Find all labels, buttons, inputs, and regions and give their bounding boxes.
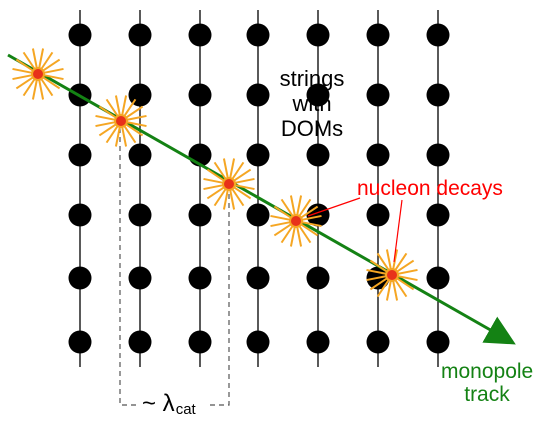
lambda-bracket-line: [119, 128, 230, 406]
dom-icon: [246, 83, 270, 107]
monopole-track-line: [7, 53, 516, 345]
strings-with-doms-label: strings with DOMs: [272, 66, 352, 141]
decay-pointer-line: [307, 197, 361, 217]
dom-icon: [306, 266, 330, 290]
decay-marker: [12, 48, 64, 100]
dom-icon: [246, 203, 270, 227]
decay-core: [31, 67, 45, 81]
track-label-line-1: monopole: [441, 360, 534, 383]
dom-icon: [68, 330, 92, 354]
dom-icon: [426, 266, 450, 290]
decay-core: [222, 177, 236, 191]
dom-icon: [246, 266, 270, 290]
decay-marker: [270, 195, 322, 247]
monopole-track: [7, 53, 516, 345]
lambda-symbol: ~ λ: [142, 390, 175, 417]
lambda-bracket: [119, 128, 230, 406]
decay-core: [114, 114, 128, 128]
dom-icon: [188, 83, 212, 107]
dom-icon: [188, 266, 212, 290]
dom-icon: [306, 23, 330, 47]
dom-icon: [426, 143, 450, 167]
decay-marker: [95, 95, 147, 147]
decay-marker: [366, 249, 418, 301]
dom-icon: [366, 83, 390, 107]
dom-icon: [246, 23, 270, 47]
dom-icon: [188, 23, 212, 47]
dom-icon: [68, 23, 92, 47]
dom-icon: [68, 143, 92, 167]
nucleon-decays-label: nucleon decays: [357, 177, 503, 200]
dom-icon: [128, 266, 152, 290]
dom-icon: [306, 83, 330, 107]
decay-pointers: [307, 197, 403, 263]
dom-icon: [128, 23, 152, 47]
dom-icon: [68, 266, 92, 290]
dom-icon: [128, 143, 152, 167]
strings-label-line-3: DOMs: [280, 116, 344, 141]
lambda-subscript: cat: [175, 401, 196, 418]
dom-icon: [188, 203, 212, 227]
dom-icon: [366, 203, 390, 227]
dom-icon: [426, 23, 450, 47]
dom-icon: [68, 203, 92, 227]
decay-core: [289, 214, 303, 228]
lambda-cat-label: ~ λcat: [142, 390, 196, 418]
dom-icon: [366, 143, 390, 167]
dom-icon: [366, 330, 390, 354]
dom-icon: [426, 83, 450, 107]
strings-layer: [68, 10, 450, 367]
dom-icon: [426, 203, 450, 227]
track-label-line-2: track: [464, 383, 510, 406]
dom-icon: [366, 23, 390, 47]
dom-icon: [188, 330, 212, 354]
strings-label-line-2: with: [292, 91, 332, 116]
dom-icon: [306, 330, 330, 354]
decay-core: [385, 268, 399, 282]
strings-label-line-1: strings: [279, 66, 345, 91]
dom-icon: [128, 203, 152, 227]
monopole-track-label: monopole track: [441, 360, 533, 406]
decay-pointer-line: [393, 199, 403, 263]
dom-icon: [128, 330, 152, 354]
decay-markers: [12, 48, 418, 301]
dom-icon: [246, 330, 270, 354]
decay-marker: [203, 158, 255, 210]
dom-icon: [426, 330, 450, 354]
dom-icon: [306, 143, 330, 167]
dom-icon: [246, 143, 270, 167]
